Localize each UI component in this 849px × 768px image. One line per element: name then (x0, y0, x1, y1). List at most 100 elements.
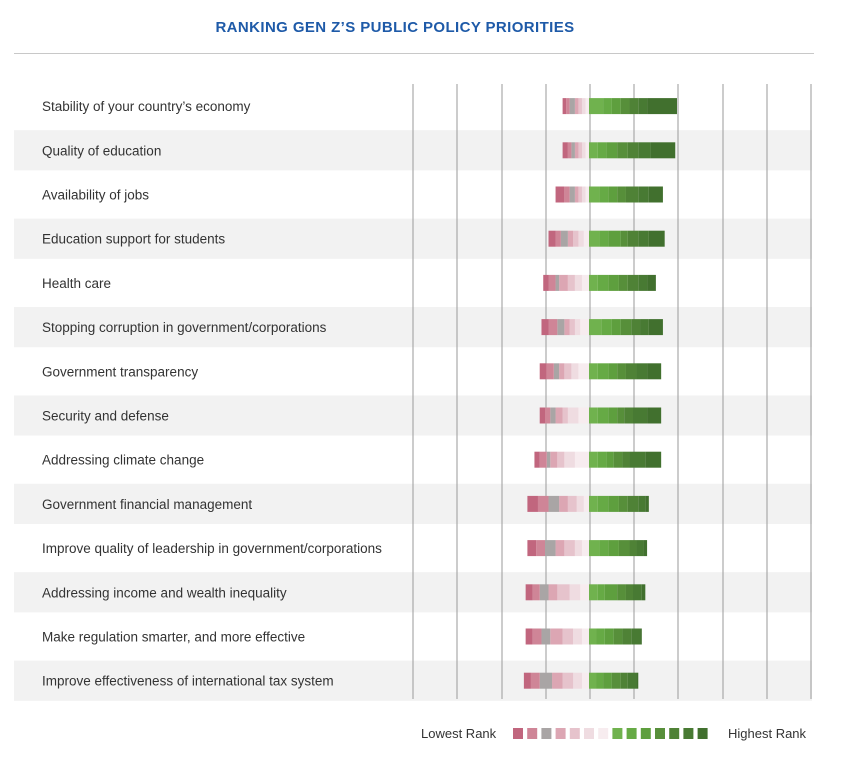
bar-segment-rank-11 (618, 274, 628, 291)
bar-segment-rank-9 (597, 584, 605, 601)
bar-segment-rank-8 (589, 672, 597, 689)
bar-segment-rank-10 (608, 495, 619, 512)
bar-segment-rank-14 (641, 584, 646, 601)
row-label: Security and defense (42, 409, 169, 424)
bar-segment-rank-2 (567, 142, 572, 159)
bar-segment-rank-8 (589, 319, 602, 336)
bar-segment-rank-12 (622, 451, 630, 468)
bar-segment-rank-11 (617, 363, 626, 380)
bar-segment-rank-12 (627, 495, 639, 512)
bar-segment-rank-4 (574, 142, 579, 159)
bar-segment-rank-5 (578, 142, 582, 159)
legend-swatch-rank-12 (669, 728, 680, 739)
bar-segment-rank-7 (578, 407, 589, 424)
bar-segment-rank-4 (559, 495, 568, 512)
bar-segment-rank-9 (596, 672, 604, 689)
legend-swatch-rank-8 (612, 728, 623, 739)
legend: Lowest Rank Highest Rank (421, 726, 807, 741)
bars (523, 98, 677, 689)
bar-segment-rank-14 (647, 274, 656, 291)
bar-segment-rank-11 (613, 451, 623, 468)
bar-segment-rank-3 (569, 186, 575, 203)
bar-segment-rank-1 (523, 672, 531, 689)
bar-segment-rank-5 (578, 98, 582, 115)
bar-segment-rank-8 (589, 274, 598, 291)
bar-segment-rank-6 (574, 274, 582, 291)
bar-segment-rank-2 (555, 230, 561, 247)
bar-segment-rank-5 (557, 451, 565, 468)
bar-segment-rank-4 (550, 628, 563, 645)
bar-segment-rank-5 (578, 186, 582, 203)
bar-segment-rank-6 (581, 186, 586, 203)
bar-segment-rank-10 (606, 142, 618, 159)
bar-segment-rank-12 (622, 628, 632, 645)
bar-segment-rank-1 (562, 142, 568, 159)
bar-segment-rank-9 (601, 319, 612, 336)
row-label: Stopping corruption in government/corpor… (42, 320, 327, 335)
bar-segment-rank-3 (557, 319, 565, 336)
row-label: Make regulation smarter, and more effect… (42, 630, 305, 645)
bar-segment-rank-12 (624, 407, 633, 424)
bar-segment-rank-14 (648, 230, 665, 247)
row-label: Addressing income and wealth inequality (42, 585, 287, 600)
bar-segment-rank-1 (541, 319, 549, 336)
bar-segment-rank-4 (552, 672, 563, 689)
row-label: Quality of education (42, 143, 161, 158)
bar-segment-rank-1 (525, 628, 533, 645)
bar-segment-rank-2 (532, 584, 540, 601)
bar-segment-rank-6 (578, 230, 584, 247)
bar-segment-rank-9 (599, 186, 609, 203)
bar-segment-rank-10 (606, 451, 614, 468)
bar-segment-rank-4 (564, 319, 570, 336)
bar-segment-rank-12 (627, 230, 639, 247)
bar-segment-rank-13 (636, 540, 644, 557)
bar-segment-rank-6 (571, 363, 579, 380)
bar-segment-rank-10 (604, 584, 618, 601)
bar-segment-rank-13 (640, 319, 649, 336)
bar-segment-rank-4 (555, 540, 565, 557)
bar-segment-rank-10 (603, 672, 612, 689)
legend-swatch-rank-13 (683, 728, 694, 739)
bar-segment-rank-9 (596, 628, 605, 645)
bar-segment-rank-9 (603, 98, 612, 115)
bar-segment-rank-1 (525, 584, 533, 601)
bar-segment-rank-1 (543, 274, 549, 291)
bar-segment-rank-8 (589, 186, 600, 203)
bar-segment-rank-13 (631, 628, 641, 645)
bar-segment-rank-3 (546, 451, 551, 468)
legend-lowest-rank-label: Lowest Rank (421, 726, 497, 741)
legend-swatch-rank-2 (527, 728, 538, 739)
bar-segment-rank-13 (638, 142, 651, 159)
bar-segment-rank-6 (581, 98, 586, 115)
bar-segment-rank-3 (560, 230, 568, 247)
bar-segment-rank-13 (633, 407, 648, 424)
bar-segment-rank-3 (545, 540, 556, 557)
chart-title: RANKING GEN Z’S PUBLIC POLICY PRIORITIES (215, 19, 575, 36)
bar-segment-rank-2 (548, 274, 556, 291)
bar-segment-rank-3 (571, 142, 575, 159)
bar-segment-rank-8 (589, 451, 598, 468)
bar-segment-rank-10 (608, 363, 618, 380)
bar-segment-rank-6 (567, 407, 579, 424)
bar-segment-rank-11 (620, 319, 632, 336)
bar-segment-rank-9 (599, 540, 609, 557)
title-divider (14, 53, 814, 54)
bar-segment-rank-1 (539, 363, 547, 380)
bar-segment-rank-14 (650, 142, 676, 159)
bar-segment-rank-12 (625, 584, 633, 601)
row-label: Government transparency (42, 364, 198, 379)
bar-segment-rank-1 (534, 451, 540, 468)
bar-segment-rank-10 (608, 186, 618, 203)
bar-segment-rank-12 (629, 98, 639, 115)
legend-swatch-rank-5 (569, 728, 580, 739)
bar-segment-rank-14 (648, 319, 663, 336)
bar-segment-rank-14 (647, 98, 677, 115)
bar-segment-rank-13 (636, 363, 648, 380)
bar-segment-rank-5 (564, 540, 575, 557)
bar-segment-rank-9 (597, 274, 609, 291)
legend-swatch-rank-4 (555, 728, 566, 739)
bar-segment-rank-11 (620, 98, 630, 115)
bar-segment-rank-1 (527, 540, 537, 557)
bar-segment-rank-5 (557, 584, 570, 601)
bar-segment-rank-2 (532, 628, 542, 645)
